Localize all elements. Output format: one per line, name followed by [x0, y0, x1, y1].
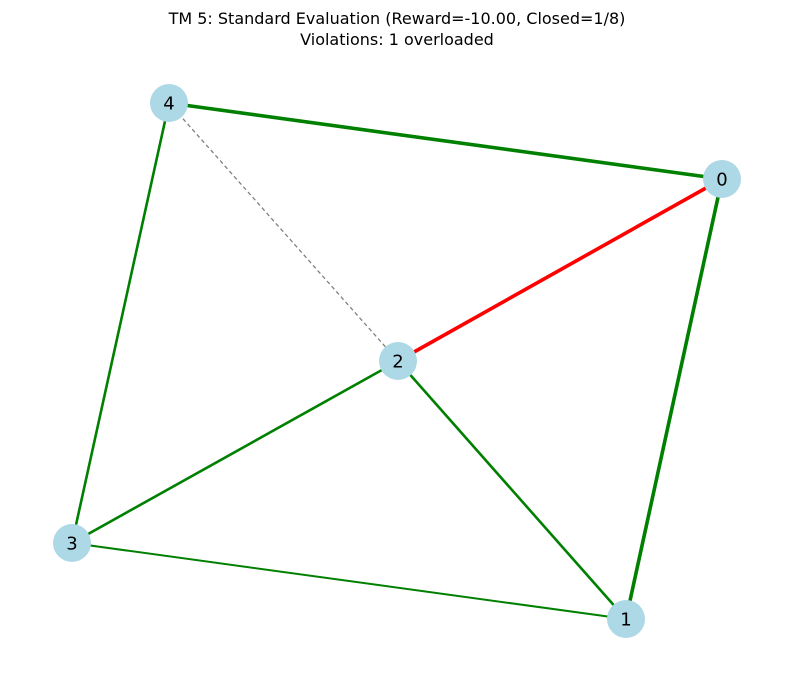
- node-0: 0: [703, 160, 741, 198]
- edge-4-0-normal: [168, 101, 723, 181]
- diagram-title: TM 5: Standard Evaluation (Reward=-10.00…: [168, 9, 626, 28]
- edge-2-1-normal: [397, 360, 627, 620]
- node-label-1: 1: [620, 610, 631, 631]
- node-4: 4: [150, 84, 188, 122]
- edge-2-3-normal: [71, 359, 399, 545]
- node-label-3: 3: [66, 534, 77, 555]
- diagram-subtitle: Violations: 1 overloaded: [300, 30, 494, 49]
- node-label-0: 0: [716, 170, 727, 191]
- edge-0-1-normal: [624, 178, 724, 620]
- edge-4-3-normal: [70, 102, 171, 544]
- node-3: 3: [53, 524, 91, 562]
- node-1: 1: [607, 600, 645, 638]
- node-circle-4: [150, 84, 188, 122]
- node-circle-1: [607, 600, 645, 638]
- node-label-4: 4: [163, 94, 174, 115]
- nodes-layer: 0 1 2 3 4: [53, 84, 741, 638]
- node-circle-3: [53, 524, 91, 562]
- edge-0-2-overloaded: [397, 177, 723, 363]
- node-2: 2: [379, 342, 417, 380]
- edges-layer: [70, 101, 724, 620]
- node-label-2: 2: [392, 352, 403, 373]
- edge-4-2-closed: [168, 102, 399, 362]
- node-circle-2: [379, 342, 417, 380]
- node-circle-0: [703, 160, 741, 198]
- edge-3-1-normal: [71, 542, 627, 620]
